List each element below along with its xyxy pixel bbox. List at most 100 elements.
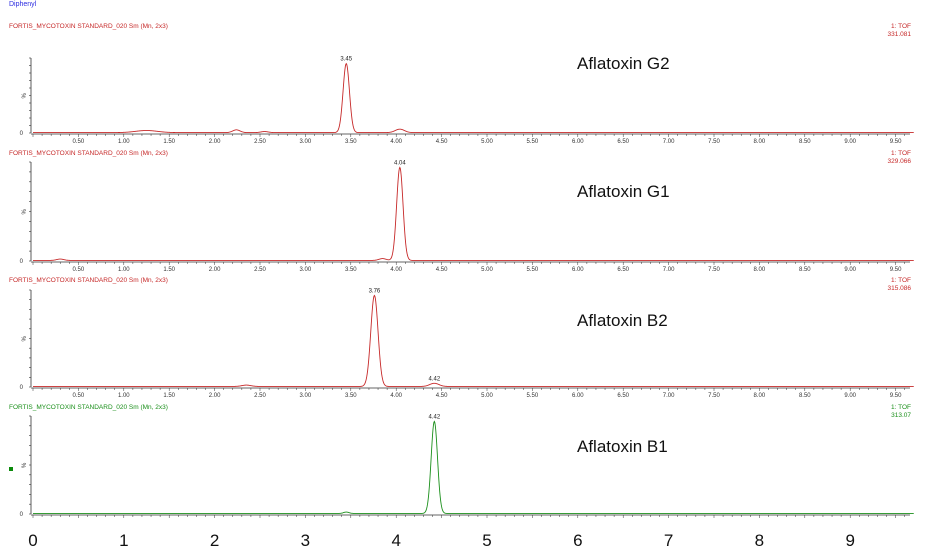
x-tick-label: 6.50 bbox=[617, 139, 629, 145]
mass-label: 329.066 bbox=[887, 158, 912, 165]
x-tick-label: 5.00 bbox=[481, 139, 493, 145]
retention-time-tick: 2 bbox=[209, 531, 220, 550]
retention-time-tick: 9 bbox=[845, 531, 855, 550]
x-tick-label: 9.50 bbox=[890, 393, 902, 399]
x-tick-label: 6.50 bbox=[617, 393, 629, 399]
panel-header: FORTIS_MYCOTOXIN STANDARD_020 Sm (Mn, 2x… bbox=[9, 23, 168, 30]
x-tick-label: 1.00 bbox=[118, 139, 130, 145]
x-tick-label: 6.00 bbox=[572, 393, 584, 399]
trace-line bbox=[33, 62, 914, 134]
retention-time-tick: 7 bbox=[663, 531, 674, 550]
trace-line bbox=[33, 420, 914, 514]
x-tick-label: 4.50 bbox=[436, 393, 448, 399]
x-tick-label: 8.00 bbox=[754, 393, 766, 399]
compound-label: Aflatoxin G2 bbox=[577, 54, 670, 73]
x-tick-label: 1.50 bbox=[163, 393, 175, 399]
retention-time-tick: 1 bbox=[119, 531, 129, 550]
retention-time-tick: 3 bbox=[300, 531, 311, 550]
x-tick-label: 0.50 bbox=[73, 139, 85, 145]
y-axis-label: % bbox=[22, 93, 28, 99]
x-tick-label: 2.50 bbox=[254, 267, 266, 273]
x-tick-label: 5.50 bbox=[527, 139, 539, 145]
x-tick-label: 3.50 bbox=[345, 139, 357, 145]
compound-label: Aflatoxin B2 bbox=[577, 311, 668, 330]
x-tick-label: 9.50 bbox=[890, 267, 902, 273]
peak-label: 4.42 bbox=[428, 414, 440, 420]
x-tick-label: 6.50 bbox=[617, 267, 629, 273]
peak-label: 3.45 bbox=[340, 57, 352, 63]
x-tick-label: 7.00 bbox=[663, 139, 675, 145]
y-zero-label: 0 bbox=[20, 259, 24, 265]
x-tick-label: 3.50 bbox=[345, 393, 357, 399]
chromatogram-panel-b2: FORTIS_MYCOTOXIN STANDARD_020 Sm (Mn, 2x… bbox=[0, 277, 925, 404]
x-tick-label: 1.50 bbox=[163, 267, 175, 273]
x-tick-label: 4.00 bbox=[390, 139, 402, 145]
peak-label: 3.76 bbox=[369, 288, 381, 294]
x-tick-label: 9.00 bbox=[844, 393, 856, 399]
x-tick-label: 8.50 bbox=[799, 139, 811, 145]
x-tick-label: 9.00 bbox=[844, 139, 856, 145]
x-tick-label: 9.00 bbox=[844, 267, 856, 273]
panel-meta: 1: TOF 313.07 bbox=[891, 404, 911, 420]
chromatogram-panel-b1: FORTIS_MYCOTOXIN STANDARD_020 Sm (Mn, 2x… bbox=[0, 404, 925, 528]
retention-time-tick: 5 bbox=[482, 531, 492, 550]
panel-header: FORTIS_MYCOTOXIN STANDARD_020 Sm (Mn, 2x… bbox=[9, 150, 168, 157]
panel-meta: 1: TOF 329.066 bbox=[888, 150, 912, 166]
x-tick-label: 7.00 bbox=[663, 393, 675, 399]
x-tick-label: 7.50 bbox=[708, 393, 720, 399]
x-tick-label: 9.50 bbox=[890, 139, 902, 145]
chromatogram-plot: % 0 0.50 1.00 1.50 2.00 2.50 3.00 3.50 4.00 4.50 5.… bbox=[20, 288, 914, 399]
x-tick-label: 2.50 bbox=[254, 139, 266, 145]
trace-color-marker bbox=[9, 467, 13, 471]
panel-meta: 1: TOF 331.081 bbox=[888, 23, 912, 39]
panel-meta: 1: TOF 315.086 bbox=[888, 277, 912, 293]
x-tick-label: 1.00 bbox=[118, 267, 130, 273]
y-axis-label: % bbox=[22, 336, 28, 342]
trace-line bbox=[33, 294, 914, 387]
y-zero-label: 0 bbox=[20, 512, 24, 518]
mass-label: 331.081 bbox=[887, 31, 912, 38]
app-title: Diphenyl bbox=[9, 1, 37, 8]
peak-label: 4.42 bbox=[428, 376, 440, 382]
mass-label: 315.086 bbox=[887, 285, 912, 292]
retention-time-tick: 8 bbox=[754, 531, 765, 550]
x-tick-label: 3.00 bbox=[300, 267, 312, 273]
y-zero-label: 0 bbox=[20, 131, 24, 137]
x-tick-label: 4.50 bbox=[436, 267, 448, 273]
retention-time-tick: 6 bbox=[573, 531, 583, 550]
x-tick-label: 4.00 bbox=[390, 267, 402, 273]
panel-header: FORTIS_MYCOTOXIN STANDARD_020 Sm (Mn, 2x… bbox=[9, 404, 168, 411]
detector-label: 1: TOF bbox=[891, 23, 911, 30]
detector-label: 1: TOF bbox=[891, 277, 911, 284]
x-tick-label: 0.50 bbox=[73, 393, 85, 399]
compound-label: Aflatoxin B1 bbox=[577, 437, 668, 456]
x-tick-label: 6.00 bbox=[572, 139, 584, 145]
x-tick-label: 4.50 bbox=[436, 139, 448, 145]
detector-label: 1: TOF bbox=[891, 150, 911, 157]
peak-label: 4.04 bbox=[394, 160, 406, 166]
x-tick-label: 4.00 bbox=[390, 393, 402, 399]
chromatogram-plot: % 0 4.42 bbox=[20, 414, 914, 518]
x-tick-label: 1.00 bbox=[118, 393, 130, 399]
x-tick-label: 7.00 bbox=[663, 267, 675, 273]
x-tick-label: 2.00 bbox=[209, 393, 221, 399]
chromatogram-panel-g1: FORTIS_MYCOTOXIN STANDARD_020 Sm (Mn, 2x… bbox=[0, 150, 925, 277]
retention-time-tick: 0 bbox=[28, 531, 38, 550]
y-zero-label: 0 bbox=[20, 385, 24, 391]
x-tick-label: 5.50 bbox=[527, 267, 539, 273]
x-tick-label: 3.50 bbox=[345, 267, 357, 273]
x-tick-label: 8.50 bbox=[799, 393, 811, 399]
x-tick-label: 6.00 bbox=[572, 267, 584, 273]
y-axis-label: % bbox=[22, 209, 28, 215]
x-tick-label: 7.50 bbox=[708, 267, 720, 273]
x-tick-label: 7.50 bbox=[708, 139, 720, 145]
trace-line bbox=[33, 166, 914, 261]
panel-header: FORTIS_MYCOTOXIN STANDARD_020 Sm (Mn, 2x… bbox=[9, 277, 168, 284]
x-tick-label: 1.50 bbox=[163, 139, 175, 145]
x-tick-label: 5.00 bbox=[481, 267, 493, 273]
y-axis-label: % bbox=[22, 462, 28, 468]
compound-label: Aflatoxin G1 bbox=[577, 182, 670, 201]
chromatogram-plot: % 0 0.50 1.00 1.50 2.00 2.50 3.00 3.50 4.00 4.50 5.… bbox=[20, 160, 914, 273]
x-tick-label: 8.00 bbox=[754, 139, 766, 145]
detector-label: 1: TOF bbox=[891, 404, 911, 411]
